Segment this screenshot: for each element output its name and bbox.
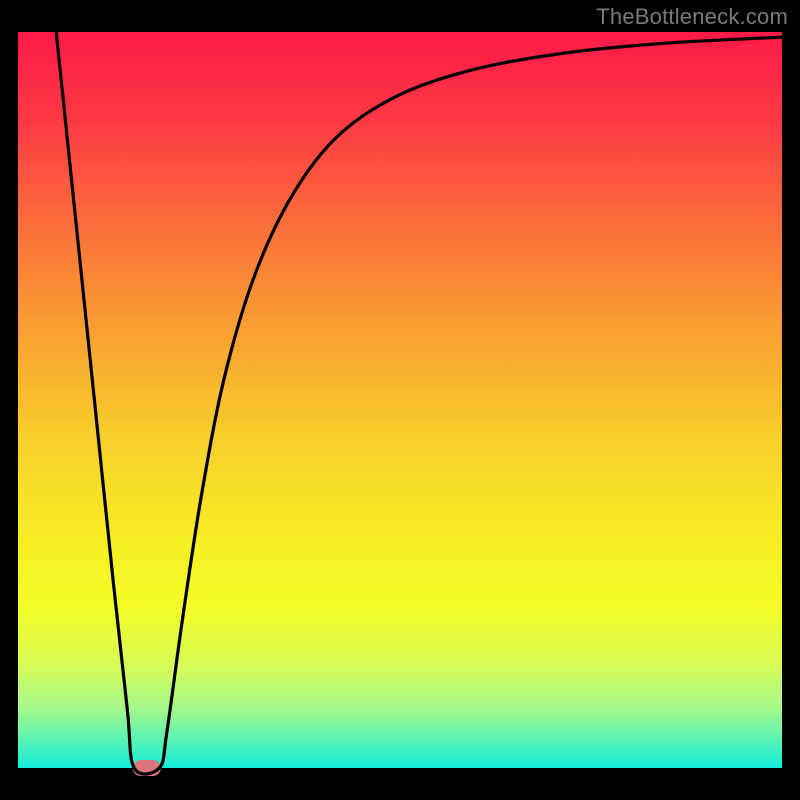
- chart-background-gradient: [18, 32, 782, 768]
- bottleneck-chart: [0, 0, 800, 800]
- chart-frame: TheBottleneck.com: [0, 0, 800, 800]
- watermark-text: TheBottleneck.com: [596, 4, 788, 30]
